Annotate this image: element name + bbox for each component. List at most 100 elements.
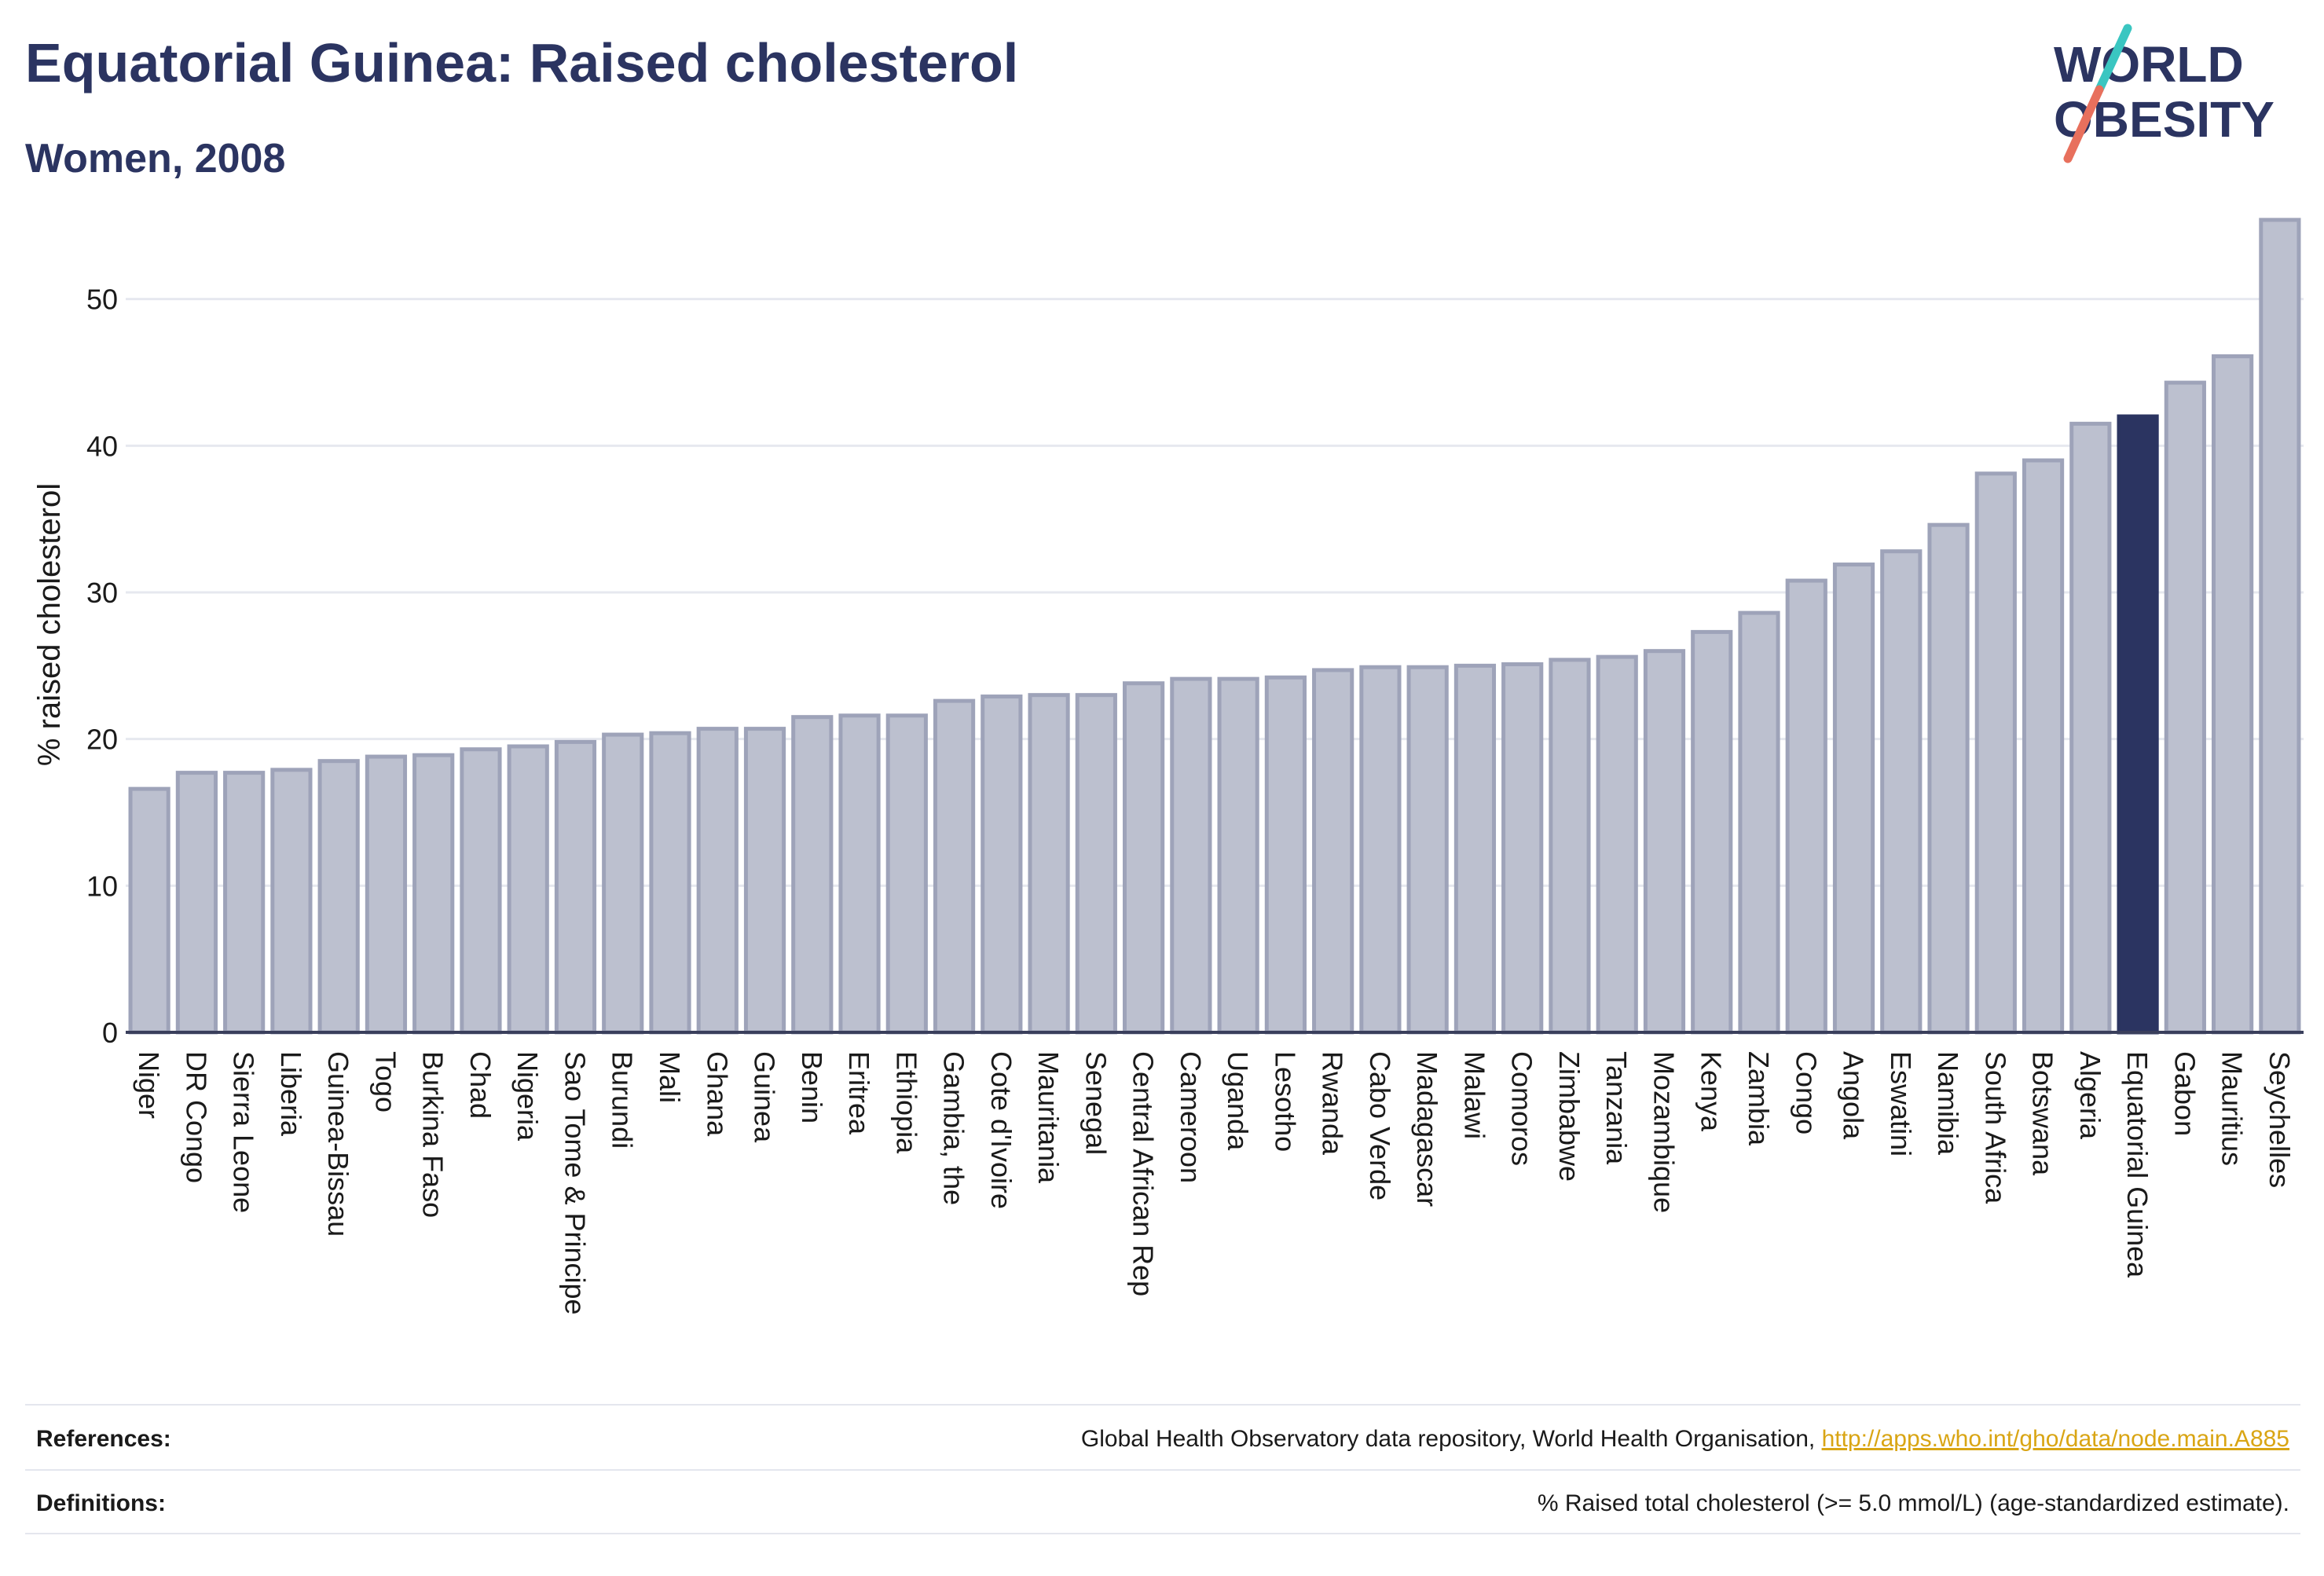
bar xyxy=(317,759,360,1035)
x-tick-label: Cote d'Ivoire xyxy=(985,1051,1017,1209)
x-tick-label: South Africa xyxy=(1979,1051,2011,1204)
bar xyxy=(2022,458,2065,1035)
definitions-text: % Raised total cholesterol (>= 5.0 mmol/… xyxy=(1537,1490,2289,1516)
x-tick-label: Zimbabwe xyxy=(1553,1051,1585,1182)
x-tick-label: Nigeria xyxy=(511,1051,544,1142)
x-tick-label: Guinea xyxy=(749,1051,781,1143)
x-tick-label: Ghana xyxy=(701,1051,733,1137)
x-tick-label: Cabo Verde xyxy=(1364,1051,1396,1200)
footer-divider-top xyxy=(25,1404,2300,1406)
bar xyxy=(743,727,786,1035)
x-tick-label: Zambia xyxy=(1743,1051,1775,1146)
y-tick-label: 10 xyxy=(86,870,118,902)
x-tick-labels: Niger DR Congo Sierra Leone Liberia Guinea-B… xyxy=(133,1051,2296,1315)
references-text: Global Health Observatory data repositor… xyxy=(1081,1426,2289,1453)
bar xyxy=(175,771,218,1035)
references-link[interactable]: http://apps.who.int/gho/data/node.main.A… xyxy=(1821,1426,2289,1452)
footer-divider-bottom xyxy=(25,1533,2300,1534)
x-tick-label: DR Congo xyxy=(180,1051,212,1183)
bar xyxy=(1406,665,1449,1035)
references-label: References: xyxy=(36,1426,171,1452)
world-obesity-logo: WORLD OBESITY xyxy=(2035,22,2318,163)
x-tick-label: Niger xyxy=(133,1051,165,1119)
y-tick-label: 50 xyxy=(86,284,118,316)
x-tick-label: Malawi xyxy=(1458,1051,1490,1139)
bar xyxy=(649,731,691,1035)
bar xyxy=(1264,675,1307,1035)
bar xyxy=(365,754,408,1035)
x-tick-label: Congo xyxy=(1790,1051,1822,1134)
x-tick-label: Ethiopia xyxy=(890,1051,922,1154)
y-tick-label: 30 xyxy=(86,577,118,609)
bar xyxy=(933,698,976,1035)
bar xyxy=(1453,663,1497,1035)
x-tick-label: Gabon xyxy=(2168,1051,2201,1136)
x-tick-label: Kenya xyxy=(1695,1051,1728,1132)
bar xyxy=(460,747,502,1035)
bar xyxy=(1643,649,1686,1035)
bar xyxy=(1217,676,1259,1035)
bar xyxy=(1170,676,1212,1035)
bar xyxy=(2069,421,2112,1035)
bar xyxy=(1123,681,1165,1035)
x-tick-label: Botswana xyxy=(2027,1051,2059,1176)
x-tick-label: Algeria xyxy=(2074,1051,2106,1140)
x-tick-label: Chad xyxy=(464,1051,497,1119)
bar xyxy=(1312,668,1354,1035)
x-tick-label: Burundi xyxy=(607,1051,639,1149)
bar xyxy=(791,715,834,1035)
bar xyxy=(2259,218,2301,1035)
bar xyxy=(128,786,170,1035)
chart-title: Equatorial Guinea: Raised cholesterol xyxy=(25,32,1019,93)
bar xyxy=(696,727,739,1035)
y-tick-label: 20 xyxy=(86,724,118,756)
x-tick-label: Mali xyxy=(654,1051,686,1103)
bar xyxy=(2164,380,2206,1035)
x-tick-label: Gambia, the xyxy=(938,1051,970,1205)
x-tick-label: Equatorial Guinea xyxy=(2121,1051,2154,1278)
x-tick-label: Uganda xyxy=(1222,1051,1254,1151)
x-tick-label: Rwanda xyxy=(1317,1051,1349,1156)
y-axis-label: % raised cholesterol xyxy=(32,483,67,766)
bar xyxy=(981,695,1023,1035)
logo-line1: WORLD xyxy=(2054,36,2244,93)
x-tick-label: Comoros xyxy=(1506,1051,1538,1166)
x-tick-label: Seychelles xyxy=(2264,1051,2296,1188)
bar xyxy=(1974,471,2017,1035)
bar xyxy=(885,713,928,1035)
y-tick-label: 40 xyxy=(86,430,118,462)
x-tick-label: Eritrea xyxy=(843,1051,875,1135)
bar xyxy=(412,753,455,1035)
bar xyxy=(2212,354,2254,1035)
x-tick-label: Mauritania xyxy=(1032,1051,1065,1184)
bar xyxy=(1596,654,1638,1035)
bar xyxy=(1832,563,1875,1035)
x-tick-label: Sao Tome & Principe xyxy=(559,1051,591,1315)
x-tick-label: Angola xyxy=(1838,1051,1870,1140)
definitions-label: Definitions: xyxy=(36,1490,166,1516)
bar xyxy=(223,771,266,1035)
x-tick-label: Burkina Faso xyxy=(417,1051,449,1218)
x-tick-label: Eswatini xyxy=(1885,1051,1917,1156)
footer-divider-middle xyxy=(25,1469,2300,1471)
bar xyxy=(1785,578,1827,1035)
x-tick-label: Cameroon xyxy=(1175,1051,1207,1183)
bar xyxy=(1549,658,1591,1035)
bar xyxy=(507,744,549,1035)
x-tick-label: Guinea-Bissau xyxy=(322,1051,354,1237)
x-tick-label: Lesotho xyxy=(1269,1051,1301,1152)
bar xyxy=(838,713,881,1035)
chart-subtitle: Women, 2008 xyxy=(25,136,286,181)
x-tick-label: Senegal xyxy=(1080,1051,1112,1155)
x-tick-label: Liberia xyxy=(275,1051,307,1137)
x-tick-label: Togo xyxy=(369,1051,401,1112)
y-tick-label: 0 xyxy=(102,1017,118,1049)
bar xyxy=(1880,549,1923,1035)
bar xyxy=(1501,662,1544,1035)
bars xyxy=(128,218,2301,1035)
y-tick-labels: 0 10 20 30 40 50 xyxy=(86,284,118,1049)
bar xyxy=(1359,665,1402,1035)
x-tick-label: Namibia xyxy=(1932,1051,1964,1156)
x-tick-label: Benin xyxy=(796,1051,828,1123)
x-tick-label: Mozambique xyxy=(1648,1051,1680,1213)
